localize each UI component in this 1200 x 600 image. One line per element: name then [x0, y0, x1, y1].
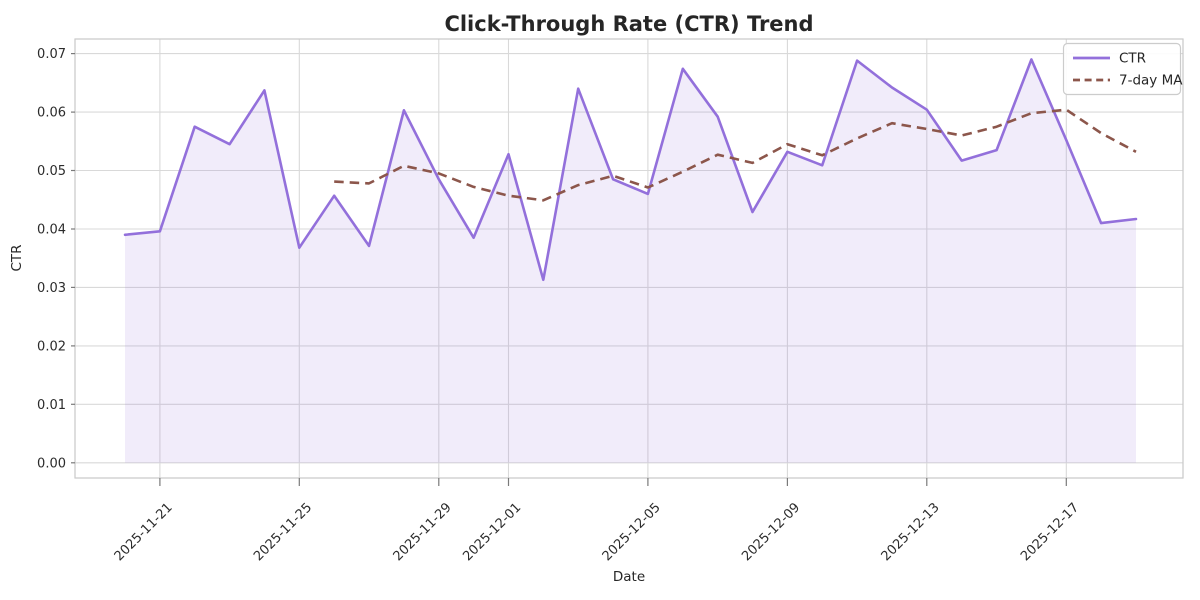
grid-layer: [74, 38, 1184, 479]
y-tick-label: 0.01: [37, 398, 66, 413]
x-tick-label: 2025-11-21: [112, 500, 176, 564]
legend: CTR 7-day MA: [1062, 42, 1183, 96]
x-tick-label: 2025-12-13: [879, 500, 943, 564]
ma-line: [334, 108, 1137, 202]
x-tick-label: 2025-12-05: [600, 500, 664, 564]
legend-label-ctr: CTR: [1119, 51, 1146, 67]
y-tick-label: 0.00: [37, 456, 66, 471]
y-tick-label: 0.03: [37, 281, 66, 296]
y-tick-label: 0.06: [37, 106, 66, 121]
ctr-area-fill: [125, 59, 1136, 463]
x-tick-label: 2025-11-29: [391, 500, 455, 564]
x-tick-label: 2025-11-25: [251, 500, 315, 564]
y-tick-label: 0.04: [37, 223, 66, 238]
legend-box: [1062, 42, 1182, 96]
x-tick-label: 2025-12-17: [1018, 500, 1082, 564]
x-axis-label: Date: [613, 569, 645, 585]
legend-label-ma: 7-day MA: [1119, 73, 1183, 89]
y-tick-label: 0.02: [37, 339, 66, 354]
y-tick-label: 0.05: [37, 164, 66, 179]
plot-frame: [74, 38, 1184, 479]
ctr-line: [123, 58, 1138, 282]
series-layer: [123, 58, 1138, 463]
x-tick-label: 2025-12-09: [739, 500, 803, 564]
chart-title: Click-Through Rate (CTR) Trend: [444, 12, 813, 36]
y-axis-label: CTR: [9, 244, 25, 271]
x-tick-label: 2025-12-01: [460, 500, 524, 564]
y-tick-label: 0.07: [37, 47, 66, 62]
